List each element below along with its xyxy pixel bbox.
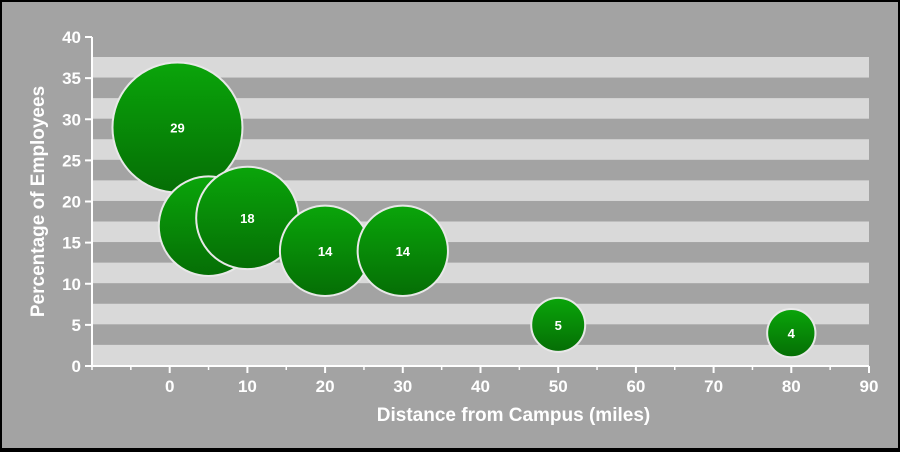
bubble bbox=[356, 204, 449, 298]
y-tick-label: 35 bbox=[62, 69, 81, 88]
grid-band bbox=[92, 98, 869, 119]
x-tick-label: 20 bbox=[316, 377, 335, 396]
x-tick-label: 40 bbox=[471, 377, 490, 396]
bubble-series: 291718141454 bbox=[111, 61, 817, 359]
bubble-data-label: 18 bbox=[240, 211, 254, 226]
x-tick-label: 90 bbox=[860, 377, 879, 396]
bubble-data-label: 4 bbox=[788, 326, 796, 341]
y-tick-label: 0 bbox=[72, 357, 81, 376]
x-tick-label: 30 bbox=[393, 377, 412, 396]
bubble-data-label: 14 bbox=[318, 244, 333, 259]
x-tick-label: 10 bbox=[238, 377, 257, 396]
bubble bbox=[530, 296, 587, 353]
y-tick-label: 30 bbox=[62, 110, 81, 129]
y-tick-label: 15 bbox=[62, 234, 81, 253]
y-tick-label: 40 bbox=[62, 28, 81, 47]
grid-band bbox=[92, 303, 869, 325]
x-axis-title: Distance from Campus (miles) bbox=[377, 405, 650, 426]
grid-band bbox=[92, 344, 869, 366]
grid-band bbox=[92, 139, 869, 160]
y-tick-label: 10 bbox=[62, 275, 81, 294]
bubble bbox=[766, 307, 817, 359]
x-tick-label: 80 bbox=[782, 377, 801, 396]
axes: 0 5 10 15 20 25 30 35 40 0 10 20 30 40 50 60 70 80 90 bbox=[62, 28, 878, 396]
x-tick-label: 70 bbox=[704, 377, 723, 396]
y-tick-label: 20 bbox=[62, 193, 81, 212]
bubble-data-label: 29 bbox=[170, 120, 184, 135]
grid-band bbox=[92, 57, 869, 78]
bubble-data-label: 5 bbox=[555, 318, 562, 333]
x-tick-label: 0 bbox=[165, 377, 174, 396]
y-tick-label: 5 bbox=[72, 316, 81, 335]
y-axis-title: Percentage of Employees bbox=[28, 86, 49, 317]
x-tick-label: 50 bbox=[549, 377, 568, 396]
x-tick-label: 60 bbox=[626, 377, 645, 396]
bubble-data-label: 14 bbox=[396, 244, 411, 259]
y-tick-label: 25 bbox=[62, 151, 81, 170]
